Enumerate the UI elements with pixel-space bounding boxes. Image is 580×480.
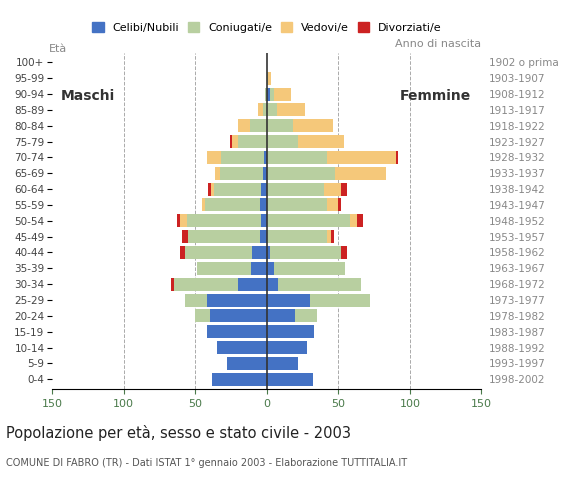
Bar (267, 325, 314, 338)
Bar (270, 246, 341, 259)
Bar (267, 341, 307, 354)
Bar (357, 214, 362, 228)
Bar (233, 135, 238, 148)
Bar (267, 72, 268, 84)
Bar (197, 262, 251, 275)
Bar (217, 341, 267, 354)
Bar (267, 262, 274, 275)
Bar (267, 230, 327, 243)
Bar (185, 246, 252, 259)
Bar (227, 357, 267, 370)
Text: Popolazione per età, sesso e stato civile - 2003: Popolazione per età, sesso e stato civil… (6, 425, 351, 441)
Bar (202, 198, 205, 212)
Bar (182, 230, 188, 243)
Bar (174, 278, 238, 291)
Bar (292, 119, 332, 132)
Legend: Celibi/Nubili, Coniugati/e, Vedovi/e, Divorziati/e: Celibi/Nubili, Coniugati/e, Vedovi/e, Di… (88, 18, 445, 37)
Bar (258, 103, 263, 116)
Bar (188, 230, 260, 243)
Bar (396, 151, 398, 164)
Bar (310, 294, 370, 307)
Bar (335, 167, 386, 180)
Bar (267, 246, 270, 259)
Bar (274, 87, 291, 100)
Bar (350, 214, 357, 228)
Bar (338, 198, 341, 212)
Bar (267, 357, 298, 370)
Bar (230, 135, 233, 148)
Bar (187, 214, 261, 228)
Bar (221, 151, 264, 164)
Bar (295, 310, 317, 323)
Bar (180, 214, 187, 228)
Bar (208, 182, 211, 196)
Bar (260, 230, 267, 243)
Bar (263, 103, 267, 116)
Bar (267, 278, 278, 291)
Bar (298, 135, 344, 148)
Bar (327, 151, 396, 164)
Bar (171, 278, 174, 291)
Bar (277, 103, 306, 116)
Bar (209, 310, 267, 323)
Bar (211, 182, 214, 196)
Bar (267, 294, 310, 307)
Bar (324, 182, 341, 196)
Bar (195, 310, 209, 323)
Bar (185, 294, 206, 307)
Bar (327, 230, 331, 243)
Bar (267, 373, 313, 386)
Text: Femmine: Femmine (400, 89, 471, 103)
Bar (238, 135, 267, 148)
Bar (267, 119, 292, 132)
Bar (331, 230, 334, 243)
Bar (238, 119, 249, 132)
Bar (341, 182, 347, 196)
Bar (270, 87, 274, 100)
Bar (261, 214, 267, 228)
Bar (263, 167, 267, 180)
Bar (214, 182, 261, 196)
Bar (220, 167, 263, 180)
Bar (238, 278, 267, 291)
Bar (249, 119, 267, 132)
Bar (205, 198, 260, 212)
Bar (341, 246, 347, 259)
Bar (267, 214, 350, 228)
Bar (267, 182, 324, 196)
Text: Età: Età (49, 44, 68, 54)
Bar (260, 198, 267, 212)
Bar (267, 87, 270, 100)
Bar (206, 325, 267, 338)
Text: Anno di nascita: Anno di nascita (396, 39, 481, 49)
Bar (267, 198, 327, 212)
Bar (206, 151, 221, 164)
Bar (212, 373, 267, 386)
Bar (215, 167, 220, 180)
Bar (267, 103, 277, 116)
Bar (267, 151, 327, 164)
Bar (267, 167, 335, 180)
Bar (177, 214, 180, 228)
Bar (327, 198, 338, 212)
Text: Maschi: Maschi (61, 89, 115, 103)
Bar (261, 182, 267, 196)
Bar (266, 87, 267, 100)
Bar (278, 278, 361, 291)
Bar (267, 135, 298, 148)
Bar (268, 72, 271, 84)
Bar (274, 262, 346, 275)
Bar (206, 294, 267, 307)
Bar (264, 151, 267, 164)
Bar (267, 310, 295, 323)
Bar (251, 262, 267, 275)
Text: COMUNE DI FABRO (TR) - Dati ISTAT 1° gennaio 2003 - Elaborazione TUTTITALIA.IT: COMUNE DI FABRO (TR) - Dati ISTAT 1° gen… (6, 458, 407, 468)
Bar (252, 246, 267, 259)
Bar (180, 246, 185, 259)
